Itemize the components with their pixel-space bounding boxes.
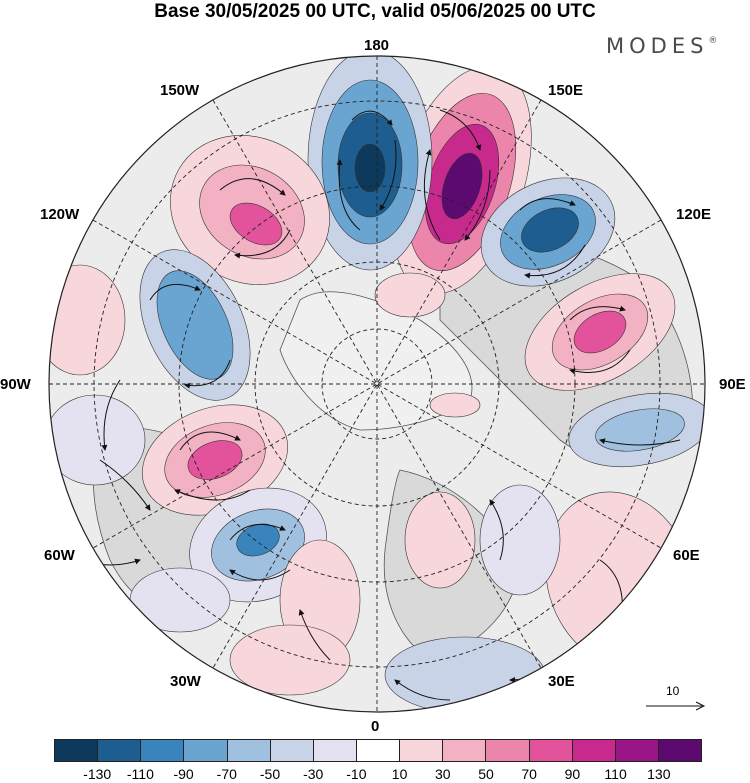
colorbar-swatch — [529, 740, 573, 761]
colorbar-ticks: -130 -110 -90 -70 -50 -30 -10 10 30 50 70 90 110 130 — [0, 766, 750, 783]
vector-scale-label: 10 — [666, 684, 680, 698]
chart-title: Base 30/05/2025 00 UTC, valid 05/06/2025… — [154, 1, 596, 22]
lon-label-30e: 30E — [548, 673, 575, 690]
colorbar-swatch — [443, 740, 487, 761]
colorbar-tick-label: 10 — [391, 766, 408, 782]
lon-label-60e: 60E — [673, 547, 700, 564]
lon-label-60w: 60W — [44, 547, 75, 564]
colorbar-tick-label: 130 — [647, 766, 671, 782]
colorbar-swatch — [356, 740, 401, 761]
colorbar-tick-label: -110 — [126, 766, 154, 782]
colorbar-swatch — [141, 740, 185, 761]
registered-mark: ® — [708, 36, 718, 46]
colorbar-swatch — [270, 740, 314, 761]
colorbar-swatch — [313, 740, 357, 761]
colorbar-tick-label: -70 — [216, 766, 237, 782]
lon-label-0: 0 — [371, 718, 380, 735]
wind-vectors — [79, 109, 681, 701]
lon-label-150e: 150E — [548, 82, 584, 99]
brand-name: MODES — [606, 34, 709, 58]
colorbar — [54, 739, 702, 762]
lon-label-120e: 120E — [676, 206, 712, 223]
colorbar-tick-label: -50 — [259, 766, 281, 782]
map-boundary — [48, 55, 706, 713]
colorbar-swatch — [400, 740, 444, 761]
graticule — [49, 56, 705, 712]
colorbar-tick-label: -10 — [346, 766, 367, 782]
vector-scale-arrow — [646, 701, 706, 711]
colorbar-swatch — [615, 740, 659, 761]
colorbar-tick-label: 50 — [478, 766, 494, 782]
lon-label-90e: 90E — [719, 376, 746, 393]
colorbar-swatch — [658, 740, 702, 761]
colorbar-tick-label: 90 — [564, 766, 581, 782]
colorbar-tick-label: -30 — [303, 766, 324, 782]
colorbar-tick-label: 30 — [435, 766, 451, 782]
colorbar-tick-label: -90 — [173, 766, 194, 782]
colorbar-swatch — [184, 740, 228, 761]
lon-label-90w: 90W — [0, 376, 31, 393]
lon-label-120w: 120W — [40, 206, 80, 223]
lon-label-30w: 30W — [170, 673, 201, 690]
vector-scale: 10 — [646, 684, 706, 714]
colorbar-swatch — [572, 740, 616, 761]
lon-label-180: 180 — [364, 37, 390, 54]
modes-logo: MODES® — [606, 34, 717, 58]
colorbar-swatch — [227, 740, 271, 761]
lon-label-150w: 150W — [160, 82, 200, 99]
colorbar-tick-label: -130 — [83, 766, 112, 782]
colorbar-tick-label: 110 — [604, 766, 627, 782]
colorbar-tick-label: 70 — [521, 766, 537, 782]
colorbar-swatch — [486, 740, 530, 761]
colorbar-swatch — [98, 740, 142, 761]
colorbar-swatch — [55, 740, 99, 761]
